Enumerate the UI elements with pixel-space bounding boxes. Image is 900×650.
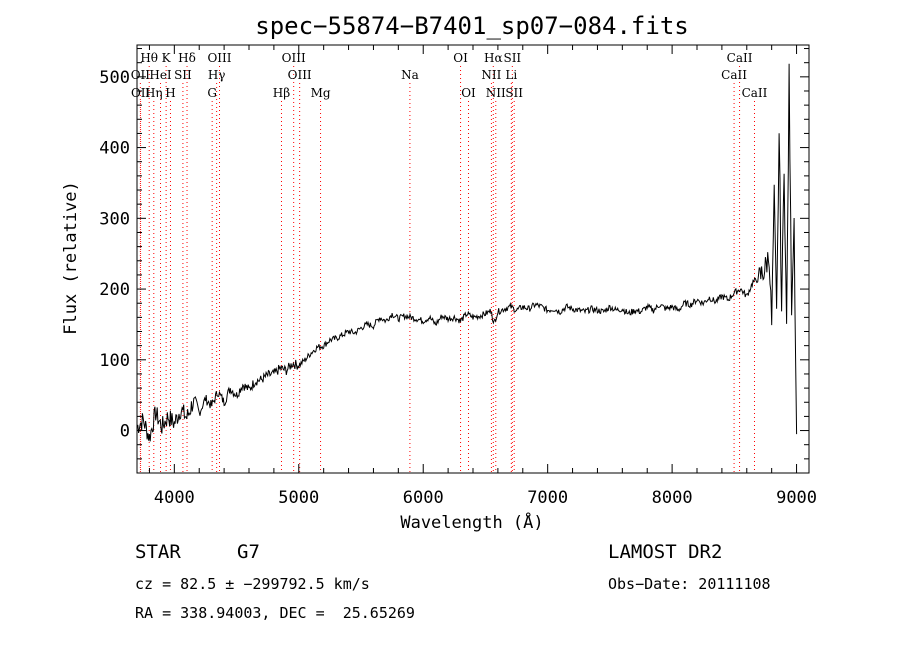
line-marker-label: HeI [149,68,172,82]
line-marker-label: OII [131,86,151,100]
y-tick-label: 400 [99,139,130,159]
line-marker-label: NII [486,86,506,100]
line-marker-label: Hβ [273,86,290,100]
plot-frame [136,44,810,474]
line-marker-label: CaII [742,86,768,100]
y-axis-label: Flux (relative) [61,181,81,335]
line-marker-label: CaII [721,68,747,82]
y-tick-label: 0 [120,422,130,442]
line-marker-label: Na [401,68,419,82]
line-marker-label: Hη [145,86,163,100]
line-marker-label: K [162,51,172,65]
chart-title: spec−55874−B7401_sp07−084.fits [255,12,688,40]
line-marker-label: SII [505,86,523,100]
survey-name: LAMOST DR2 [608,541,723,563]
x-tick-label: 6000 [403,488,444,508]
object-subclass: G7 [237,541,260,563]
line-marker-label: Mg [311,86,331,100]
sky-coordinates: RA = 338.94003, DEC = 25.65269 [135,604,415,622]
line-marker-label: Hα [484,51,503,65]
line-marker-label: OI [453,51,468,65]
line-marker-label: NII [481,68,501,82]
x-tick-label: 9000 [776,488,817,508]
x-tick-label: 5000 [278,488,319,508]
spectrum-line-group [136,63,798,442]
line-marker-label: SII [503,51,521,65]
line-marker-label: H [165,86,175,100]
line-marker-label: G [207,86,217,100]
x-axis-label: Wavelength (Å) [400,511,543,533]
line-marker-label: CaII [727,51,753,65]
x-tick-label: 4000 [154,488,195,508]
object-class: STAR [135,541,181,563]
y-tick-label: 500 [99,68,130,88]
axis-ticks: 4000 5000 6000 7000 8000 9000 0 100 200 300 400 500 [99,45,817,508]
line-marker-label: OI [461,86,476,100]
line-marker-label: OIII [207,51,231,65]
line-marker-label: Hγ [208,68,226,82]
observation-date: Obs−Date: 20111108 [608,575,771,593]
y-tick-label: 100 [99,351,130,371]
y-tick-label: 300 [99,209,130,229]
line-marker-label: OII [131,68,151,82]
redshift-velocity: cz = 82.5 ± −299792.5 km/s [135,575,370,593]
y-tick-label: 200 [99,280,130,300]
x-tick-label: 8000 [652,488,693,508]
line-marker-label: Hδ [178,51,196,65]
x-tick-label: 7000 [527,488,568,508]
line-marker-label: Hθ [140,51,158,65]
line-marker-label: Li [505,68,517,82]
spectrum-line [136,63,798,442]
line-marker-label: SII [174,68,192,82]
line-marker-label: OIII [282,51,306,65]
line-marker-label: OIII [288,68,312,82]
